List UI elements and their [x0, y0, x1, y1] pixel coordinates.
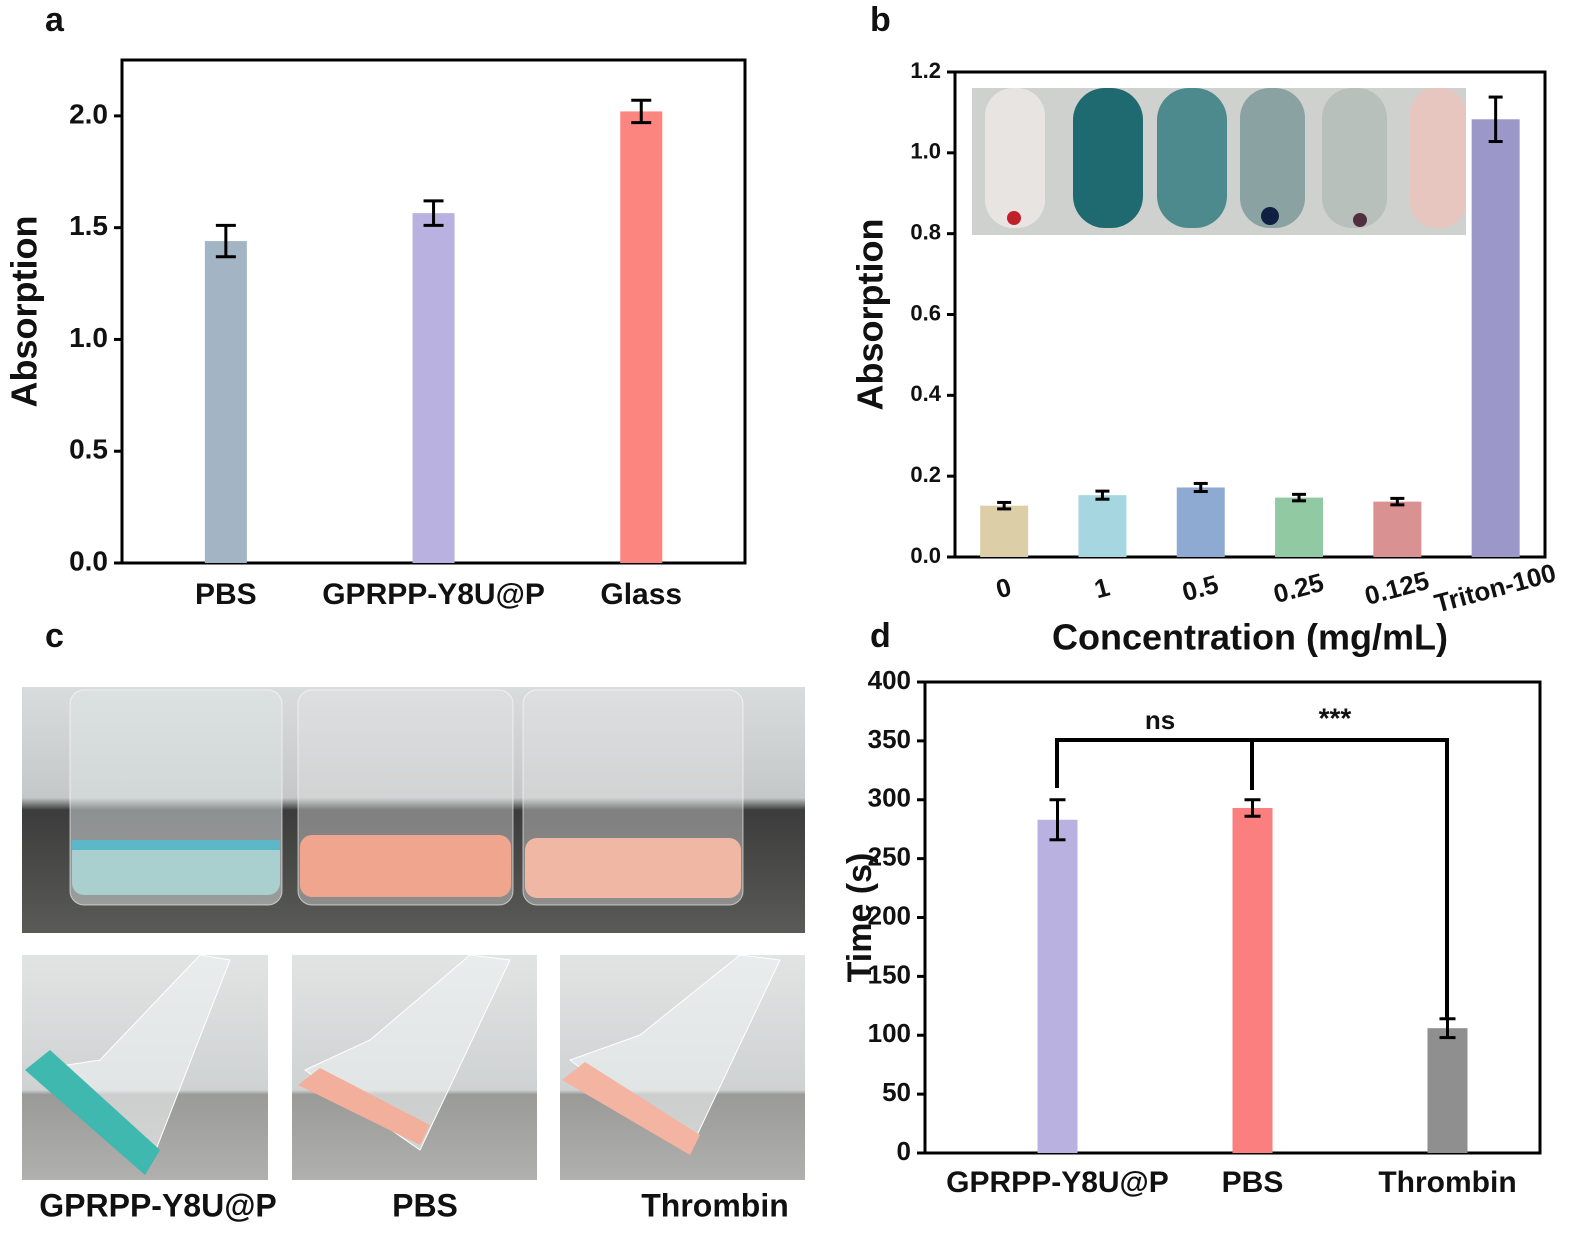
liquid-pink	[298, 1068, 430, 1145]
y-tick-label: 0.4	[910, 381, 941, 406]
bar	[1471, 119, 1520, 557]
y-tick-label: 350	[868, 724, 911, 754]
tube	[1073, 88, 1143, 228]
panel-label: c	[45, 617, 64, 655]
y-tick-label: 100	[868, 1018, 911, 1048]
bar	[412, 213, 455, 563]
x-tick-label: PBS	[195, 578, 257, 611]
liquid-pink	[300, 835, 511, 897]
y-tick-label: 150	[868, 959, 911, 989]
y-tick-label: 250	[868, 842, 911, 872]
x-axis-title: Concentration (mg/mL)	[1052, 617, 1448, 658]
tube	[1240, 88, 1305, 228]
x-tick-label: 0.25	[1270, 567, 1327, 609]
pellet	[1261, 207, 1279, 225]
y-tick-label: 0.0	[910, 543, 941, 568]
liquid-pink	[525, 838, 741, 898]
y-tick-label: 1.0	[69, 322, 108, 353]
pellet	[1007, 211, 1021, 225]
y-tick-label: 0.6	[910, 300, 941, 325]
y-tick-label: 200	[868, 900, 911, 930]
error-bar	[423, 199, 444, 227]
error-bar	[1049, 798, 1066, 842]
error-bar	[1439, 1017, 1456, 1040]
x-tick-label: PBS	[1222, 1166, 1284, 1199]
y-tick-label: 1.5	[69, 210, 108, 241]
liquid-blue	[72, 840, 280, 895]
y-tick-label: 0.2	[910, 462, 941, 487]
panel-label: b	[870, 1, 891, 39]
error-bar	[1193, 481, 1208, 494]
bar	[1176, 487, 1225, 557]
y-axis-title: Time (s)	[841, 853, 879, 983]
x-tick-label: GPRPP-Y8U@P	[946, 1166, 1169, 1199]
x-tick-label: 0.125	[1361, 565, 1432, 611]
x-tick-label: 0	[993, 572, 1015, 605]
error-bar	[1244, 798, 1261, 818]
bar	[1427, 1028, 1468, 1153]
significance-bracket	[1055, 738, 1449, 1020]
y-tick-label: 300	[868, 783, 911, 813]
bar	[1078, 495, 1127, 557]
photo-caption: GPRPP-Y8U@P	[39, 1187, 276, 1223]
bar	[980, 505, 1029, 557]
y-tick-label: 0.5	[69, 434, 108, 465]
y-axis-title: Absorption	[4, 216, 45, 408]
liquid-surface	[72, 840, 280, 850]
annotation: ***	[1319, 702, 1352, 733]
y-tick-label: 0.0	[69, 545, 108, 576]
x-tick-label: Glass	[600, 578, 682, 611]
error-bar	[1390, 496, 1405, 507]
liquid-pink	[562, 1062, 700, 1155]
error-bar	[1488, 95, 1503, 144]
x-tick-label: 1	[1091, 572, 1113, 605]
liquid-blue	[25, 1050, 160, 1175]
y-tick-label: 1.0	[910, 139, 941, 164]
y-tick-label: 400	[868, 665, 911, 695]
panel-label: a	[45, 1, 65, 39]
y-tick-label: 50	[882, 1077, 911, 1107]
pellet	[1353, 213, 1367, 227]
annotation: ns	[1145, 705, 1175, 735]
bar	[1232, 807, 1273, 1153]
y-tick-label: 0	[897, 1136, 911, 1166]
bar	[1275, 497, 1324, 557]
bar	[1373, 501, 1422, 557]
photo-caption: PBS	[392, 1187, 458, 1223]
bar	[620, 111, 663, 563]
x-tick-label: GPRPP-Y8U@P	[322, 578, 545, 611]
tube	[1157, 88, 1227, 228]
error-bar	[631, 98, 652, 125]
tube	[1322, 88, 1387, 228]
x-tick-label: 0.5	[1179, 569, 1222, 607]
y-tick-label: 0.8	[910, 219, 941, 244]
photo-panel: c GPRPP-Y8U@P PBS Thrombin	[22, 617, 805, 1223]
y-tick-label: 1.2	[910, 58, 941, 83]
bar	[1037, 819, 1078, 1153]
x-tick-label: Triton-100	[1431, 557, 1559, 618]
photo-caption: Thrombin	[641, 1187, 789, 1223]
tube	[985, 88, 1045, 228]
panel-label: d	[870, 617, 891, 655]
error-bar	[1095, 489, 1110, 501]
x-tick-label: Thrombin	[1378, 1166, 1516, 1199]
tube	[1410, 88, 1466, 228]
error-bar	[215, 223, 236, 259]
error-bar	[997, 500, 1012, 511]
y-tick-label: 2.0	[69, 98, 108, 129]
error-bar	[1292, 492, 1307, 503]
y-axis-title: Absorption	[850, 219, 891, 411]
inset-photo	[972, 88, 1466, 235]
bar	[204, 241, 247, 563]
